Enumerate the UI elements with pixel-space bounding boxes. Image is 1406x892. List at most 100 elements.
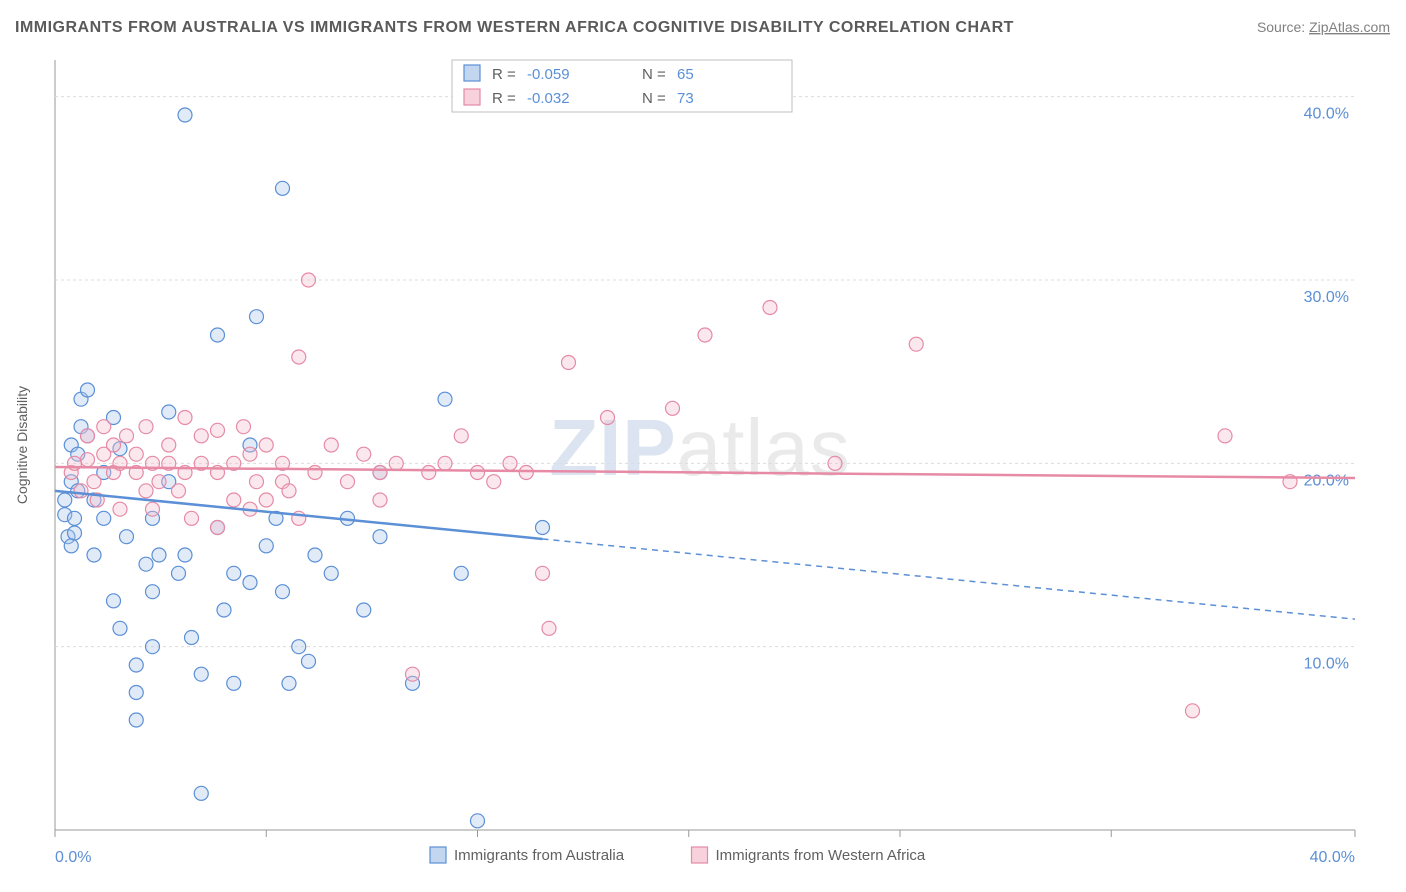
series-b-point bbox=[324, 438, 338, 452]
series-a-point bbox=[243, 576, 257, 590]
y-axis-label: Cognitive Disability bbox=[14, 386, 30, 504]
series-a-point bbox=[373, 530, 387, 544]
series-a-point bbox=[536, 521, 550, 535]
series-a-point bbox=[162, 405, 176, 419]
series-b-point bbox=[438, 456, 452, 470]
series-b-point bbox=[601, 411, 615, 425]
legend-swatch bbox=[430, 847, 446, 863]
stat-r-label: R = bbox=[492, 66, 516, 83]
series-b-point bbox=[909, 337, 923, 351]
series-b-point bbox=[211, 521, 225, 535]
series-b-point bbox=[259, 493, 273, 507]
series-a-point bbox=[129, 686, 143, 700]
series-a-point bbox=[194, 786, 208, 800]
series-a-point bbox=[438, 392, 452, 406]
series-a-point bbox=[276, 181, 290, 195]
series-b-point bbox=[185, 511, 199, 525]
x-tick-label: 0.0% bbox=[55, 849, 91, 866]
series-a-point bbox=[129, 713, 143, 727]
series-b-point bbox=[536, 566, 550, 580]
series-a-point bbox=[172, 566, 186, 580]
series-b-point bbox=[1218, 429, 1232, 443]
series-a-point bbox=[64, 539, 78, 553]
series-b-point bbox=[373, 466, 387, 480]
series-a-point bbox=[292, 640, 306, 654]
stat-r-label: R = bbox=[492, 90, 516, 107]
series-a-point bbox=[217, 603, 231, 617]
series-a-point bbox=[68, 511, 82, 525]
series-b-point bbox=[828, 456, 842, 470]
series-b-point bbox=[389, 456, 403, 470]
series-b-point bbox=[139, 484, 153, 498]
series-a-point bbox=[146, 640, 160, 654]
series-b-point bbox=[292, 350, 306, 364]
series-a-point bbox=[152, 548, 166, 562]
series-b-point bbox=[120, 429, 134, 443]
series-a-point bbox=[276, 585, 290, 599]
series-b-point bbox=[454, 429, 468, 443]
series-b-point bbox=[471, 466, 485, 480]
y-tick-label: 10.0% bbox=[1304, 656, 1349, 673]
series-b-point bbox=[519, 466, 533, 480]
series-a-point bbox=[259, 539, 273, 553]
stat-r-value: -0.032 bbox=[527, 90, 570, 107]
series-b-point bbox=[1186, 704, 1200, 718]
series-b-point bbox=[302, 273, 316, 287]
series-b-point bbox=[97, 420, 111, 434]
series-b-point bbox=[107, 438, 121, 452]
series-b-point bbox=[146, 502, 160, 516]
series-b-point bbox=[113, 502, 127, 516]
series-b-point bbox=[373, 493, 387, 507]
series-a-point bbox=[120, 530, 134, 544]
series-a-point bbox=[302, 654, 316, 668]
series-b-point bbox=[162, 438, 176, 452]
chart-title: IMMIGRANTS FROM AUSTRALIA VS IMMIGRANTS … bbox=[15, 19, 1014, 36]
correlation-chart: IMMIGRANTS FROM AUSTRALIA VS IMMIGRANTS … bbox=[0, 0, 1406, 892]
series-b-point bbox=[74, 484, 88, 498]
series-b-point bbox=[503, 456, 517, 470]
series-a-point bbox=[324, 566, 338, 580]
series-b-point bbox=[422, 466, 436, 480]
series-b-point bbox=[666, 401, 680, 415]
series-a-point bbox=[227, 566, 241, 580]
y-tick-label: 40.0% bbox=[1304, 106, 1349, 123]
series-a-point bbox=[471, 814, 485, 828]
series-a-point bbox=[250, 310, 264, 324]
series-b-point bbox=[129, 447, 143, 461]
series-a-point bbox=[178, 548, 192, 562]
series-a-point bbox=[113, 621, 127, 635]
series-a-point bbox=[107, 594, 121, 608]
series-b-point bbox=[698, 328, 712, 342]
series-a-point bbox=[227, 676, 241, 690]
series-a-point bbox=[146, 585, 160, 599]
series-b-point bbox=[282, 484, 296, 498]
series-b-point bbox=[227, 493, 241, 507]
series-a-point bbox=[308, 548, 322, 562]
series-b-point bbox=[250, 475, 264, 489]
series-b-point bbox=[87, 475, 101, 489]
series-a-point bbox=[211, 328, 225, 342]
series-b-point bbox=[211, 423, 225, 437]
series-b-point bbox=[81, 453, 95, 467]
series-a-point bbox=[194, 667, 208, 681]
series-b-point bbox=[763, 301, 777, 315]
series-a-point bbox=[454, 566, 468, 580]
series-b-point bbox=[487, 475, 501, 489]
series-b-point bbox=[152, 475, 166, 489]
legend-swatch bbox=[464, 65, 480, 81]
series-a-point bbox=[178, 108, 192, 122]
series-a-point bbox=[357, 603, 371, 617]
series-b-point bbox=[562, 356, 576, 370]
series-b-point bbox=[194, 429, 208, 443]
series-b-point bbox=[178, 411, 192, 425]
series-b-point bbox=[81, 429, 95, 443]
y-tick-label: 30.0% bbox=[1304, 289, 1349, 306]
y-tick-label: 20.0% bbox=[1304, 472, 1349, 489]
stat-n-label: N = bbox=[642, 90, 666, 107]
series-a-point bbox=[68, 526, 82, 540]
stat-n-label: N = bbox=[642, 66, 666, 83]
stat-n-value: 73 bbox=[677, 90, 694, 107]
series-a-point bbox=[97, 511, 111, 525]
series-a-point bbox=[81, 383, 95, 397]
series-b-point bbox=[357, 447, 371, 461]
